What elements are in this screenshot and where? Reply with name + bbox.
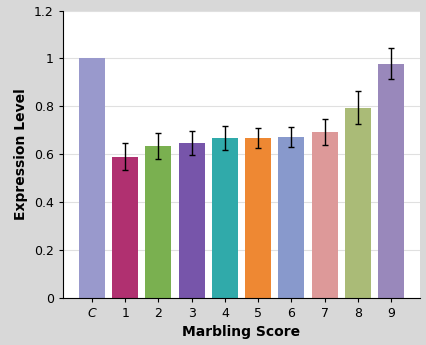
Bar [312, 132, 338, 298]
Bar [178, 143, 204, 298]
Bar [145, 146, 171, 298]
Bar [279, 137, 305, 298]
Bar [245, 138, 271, 298]
Bar [378, 64, 404, 298]
X-axis label: Marbling Score: Marbling Score [182, 325, 301, 339]
Y-axis label: Expression Level: Expression Level [14, 88, 28, 220]
Bar [345, 108, 371, 298]
Bar [112, 157, 138, 298]
Bar [212, 138, 238, 298]
Bar [79, 58, 105, 298]
